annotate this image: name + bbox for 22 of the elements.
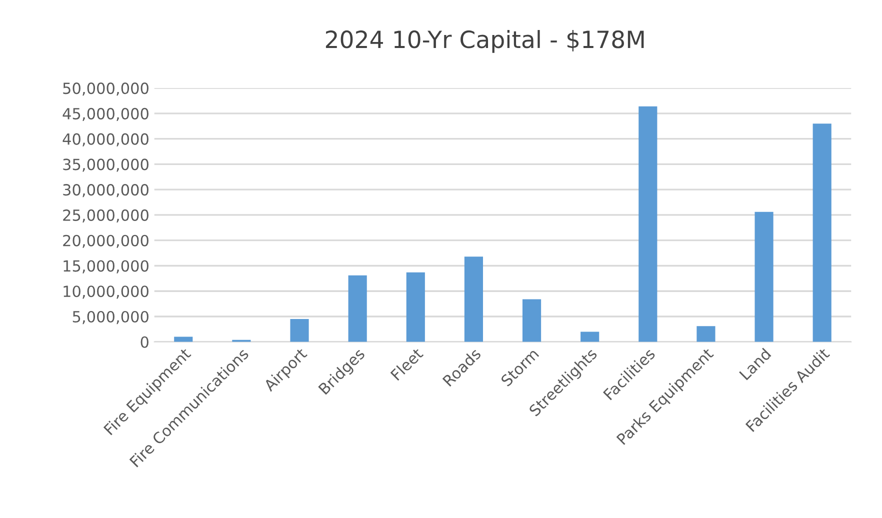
bar	[696, 326, 716, 342]
y-tick-label: 30,000,000	[63, 184, 148, 198]
y-tick-label: 0	[140, 336, 148, 348]
bar	[812, 124, 832, 342]
y-tick-label: 50,000,000	[63, 82, 148, 96]
y-tick-label: 20,000,000	[63, 234, 148, 248]
y-tick-label: 10,000,000	[64, 286, 148, 299]
y-tick-label: 25,000,000	[63, 209, 148, 223]
bar	[522, 299, 542, 342]
bar	[406, 272, 425, 342]
bar	[464, 256, 483, 342]
bar	[290, 319, 309, 342]
y-tick-label: 40,000,000	[62, 133, 148, 146]
bar	[638, 106, 658, 342]
bar	[348, 275, 367, 342]
y-tick-label: 5,000,000	[72, 310, 148, 324]
y-tick-label: 15,000,000	[64, 260, 148, 274]
bar	[580, 332, 600, 342]
y-tick-label: 35,000,000	[63, 158, 148, 172]
bar	[754, 212, 774, 342]
chart-title: 2024 10-Yr Capital - $178M	[326, 30, 644, 53]
y-tick-label: 45,000,000	[62, 108, 148, 122]
